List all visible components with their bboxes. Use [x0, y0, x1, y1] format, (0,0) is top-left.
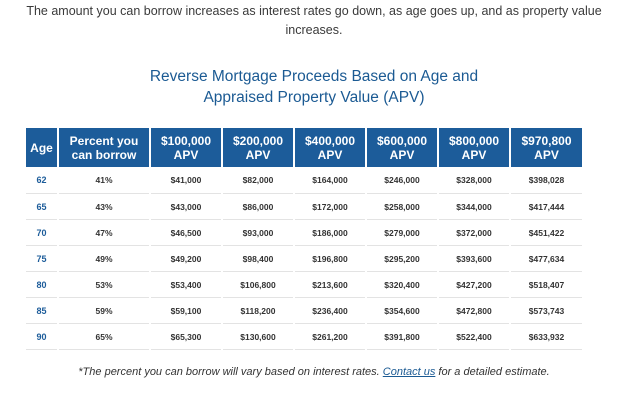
- table-row: 90 65% $65,300 $130,600 $261,200 $391,80…: [26, 324, 582, 350]
- amount-cell: $451,422: [511, 220, 582, 246]
- age-cell: 75: [26, 246, 57, 272]
- table-row: 75 49% $49,200 $98,400 $196,800 $295,200…: [26, 246, 582, 272]
- intro-text: The amount you can borrow increases as i…: [26, 4, 602, 37]
- amount-cell: $354,600: [367, 298, 437, 324]
- proceeds-table: Age Percent you can borrow $100,000 APV $2…: [24, 128, 584, 350]
- amount-cell: $472,800: [439, 298, 509, 324]
- percent-cell: 59%: [59, 298, 149, 324]
- amount-cell: $86,000: [223, 194, 293, 220]
- percent-cell: 43%: [59, 194, 149, 220]
- amount-cell: $427,200: [439, 272, 509, 298]
- table-row: 80 53% $53,400 $106,800 $213,600 $320,40…: [26, 272, 582, 298]
- table-row: 62 41% $41,000 $82,000 $164,000 $246,000…: [26, 167, 582, 194]
- table-title-line-1: Reverse Mortgage Proceeds Based on Age a…: [149, 68, 479, 85]
- amount-cell: $53,400: [151, 272, 221, 298]
- amount-cell: $118,200: [223, 298, 293, 324]
- amount-cell: $344,000: [439, 194, 509, 220]
- header-apv-970800: $970,800 APV: [511, 128, 582, 167]
- header-apv-600000: $600,000 APV: [367, 128, 437, 167]
- header-percent: Percent you can borrow: [59, 128, 149, 167]
- percent-cell: 41%: [59, 167, 149, 194]
- amount-cell: $279,000: [367, 220, 437, 246]
- header-apv-100000: $100,000 APV: [151, 128, 221, 167]
- footnote-text-after: for a detailed estimate.: [435, 366, 550, 378]
- age-cell: 90: [26, 324, 57, 350]
- amount-cell: $186,000: [295, 220, 365, 246]
- amount-cell: $172,000: [295, 194, 365, 220]
- contact-us-link[interactable]: Contact us: [382, 366, 436, 378]
- amount-cell: $236,400: [295, 298, 365, 324]
- amount-cell: $261,200: [295, 324, 365, 350]
- amount-cell: $522,400: [439, 324, 509, 350]
- amount-cell: $391,800: [367, 324, 437, 350]
- footnote-text-before: *The percent you can borrow will vary ba…: [78, 366, 383, 378]
- amount-cell: $213,600: [295, 272, 365, 298]
- percent-cell: 49%: [59, 246, 149, 272]
- amount-cell: $98,400: [223, 246, 293, 272]
- header-apv-200000: $200,000 APV: [223, 128, 293, 167]
- age-cell: 80: [26, 272, 57, 298]
- table-row: 65 43% $43,000 $86,000 $172,000 $258,000…: [26, 194, 582, 220]
- header-row: Age Percent you can borrow $100,000 APV $2…: [26, 128, 582, 167]
- amount-cell: $65,300: [151, 324, 221, 350]
- amount-cell: $49,200: [151, 246, 221, 272]
- age-cell: 70: [26, 220, 57, 246]
- table-title-line-2: Appraised Property Value (APV): [203, 89, 425, 106]
- amount-cell: $633,932: [511, 324, 582, 350]
- amount-cell: $41,000: [151, 167, 221, 194]
- amount-cell: $393,600: [439, 246, 509, 272]
- amount-cell: $196,800: [295, 246, 365, 272]
- header-age: Age: [26, 128, 57, 167]
- amount-cell: $417,444: [511, 194, 582, 220]
- percent-cell: 53%: [59, 272, 149, 298]
- percent-cell: 65%: [59, 324, 149, 350]
- table-row: 85 59% $59,100 $118,200 $236,400 $354,60…: [26, 298, 582, 324]
- amount-cell: $43,000: [151, 194, 221, 220]
- amount-cell: $46,500: [151, 220, 221, 246]
- amount-cell: $130,600: [223, 324, 293, 350]
- amount-cell: $258,000: [367, 194, 437, 220]
- amount-cell: $573,743: [511, 298, 582, 324]
- amount-cell: $477,634: [511, 246, 582, 272]
- header-apv-400000: $400,000 APV: [295, 128, 365, 167]
- table-row: 70 47% $46,500 $93,000 $186,000 $279,000…: [26, 220, 582, 246]
- amount-cell: $246,000: [367, 167, 437, 194]
- amount-cell: $82,000: [223, 167, 293, 194]
- amount-cell: $328,000: [439, 167, 509, 194]
- header-apv-800000: $800,000 APV: [439, 128, 509, 167]
- percent-cell: 47%: [59, 220, 149, 246]
- amount-cell: $106,800: [223, 272, 293, 298]
- age-cell: 85: [26, 298, 57, 324]
- table-title: Reverse Mortgage Proceeds Based on Age a…: [14, 66, 614, 108]
- amount-cell: $164,000: [295, 167, 365, 194]
- amount-cell: $295,200: [367, 246, 437, 272]
- footnote: *The percent you can borrow will vary ba…: [14, 366, 614, 378]
- amount-cell: $93,000: [223, 220, 293, 246]
- amount-cell: $372,000: [439, 220, 509, 246]
- age-cell: 62: [26, 167, 57, 194]
- amount-cell: $518,407: [511, 272, 582, 298]
- amount-cell: $320,400: [367, 272, 437, 298]
- amount-cell: $59,100: [151, 298, 221, 324]
- age-cell: 65: [26, 194, 57, 220]
- amount-cell: $398,028: [511, 167, 582, 194]
